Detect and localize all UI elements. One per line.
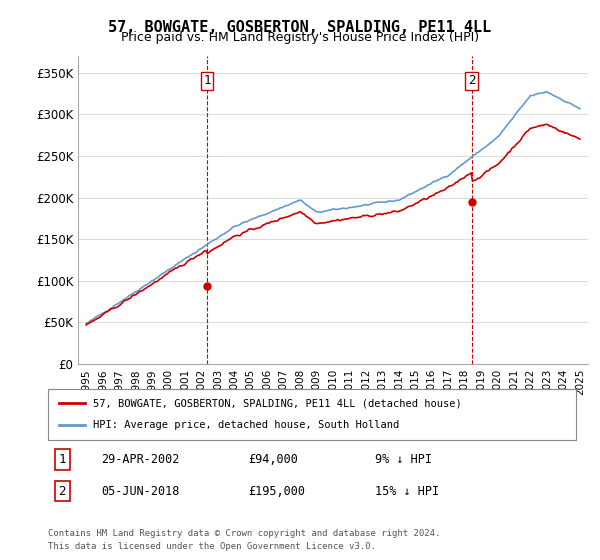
Text: Contains HM Land Registry data © Crown copyright and database right 2024.: Contains HM Land Registry data © Crown c…	[48, 529, 440, 538]
Text: 15% ↓ HPI: 15% ↓ HPI	[376, 484, 439, 497]
Text: 05-JUN-2018: 05-JUN-2018	[101, 484, 179, 497]
Text: 1: 1	[59, 453, 66, 466]
Text: £94,000: £94,000	[248, 453, 299, 466]
Text: 1: 1	[203, 74, 211, 87]
FancyBboxPatch shape	[48, 389, 576, 440]
Text: This data is licensed under the Open Government Licence v3.0.: This data is licensed under the Open Gov…	[48, 542, 376, 551]
Text: 57, BOWGATE, GOSBERTON, SPALDING, PE11 4LL (detached house): 57, BOWGATE, GOSBERTON, SPALDING, PE11 4…	[93, 398, 461, 408]
Text: 29-APR-2002: 29-APR-2002	[101, 453, 179, 466]
Text: Price paid vs. HM Land Registry's House Price Index (HPI): Price paid vs. HM Land Registry's House …	[121, 31, 479, 44]
Text: £195,000: £195,000	[248, 484, 305, 497]
Text: HPI: Average price, detached house, South Holland: HPI: Average price, detached house, Sout…	[93, 421, 399, 431]
Text: 2: 2	[468, 74, 475, 87]
Text: 2: 2	[59, 484, 66, 497]
Text: 57, BOWGATE, GOSBERTON, SPALDING, PE11 4LL: 57, BOWGATE, GOSBERTON, SPALDING, PE11 4…	[109, 20, 491, 35]
Text: 9% ↓ HPI: 9% ↓ HPI	[376, 453, 433, 466]
